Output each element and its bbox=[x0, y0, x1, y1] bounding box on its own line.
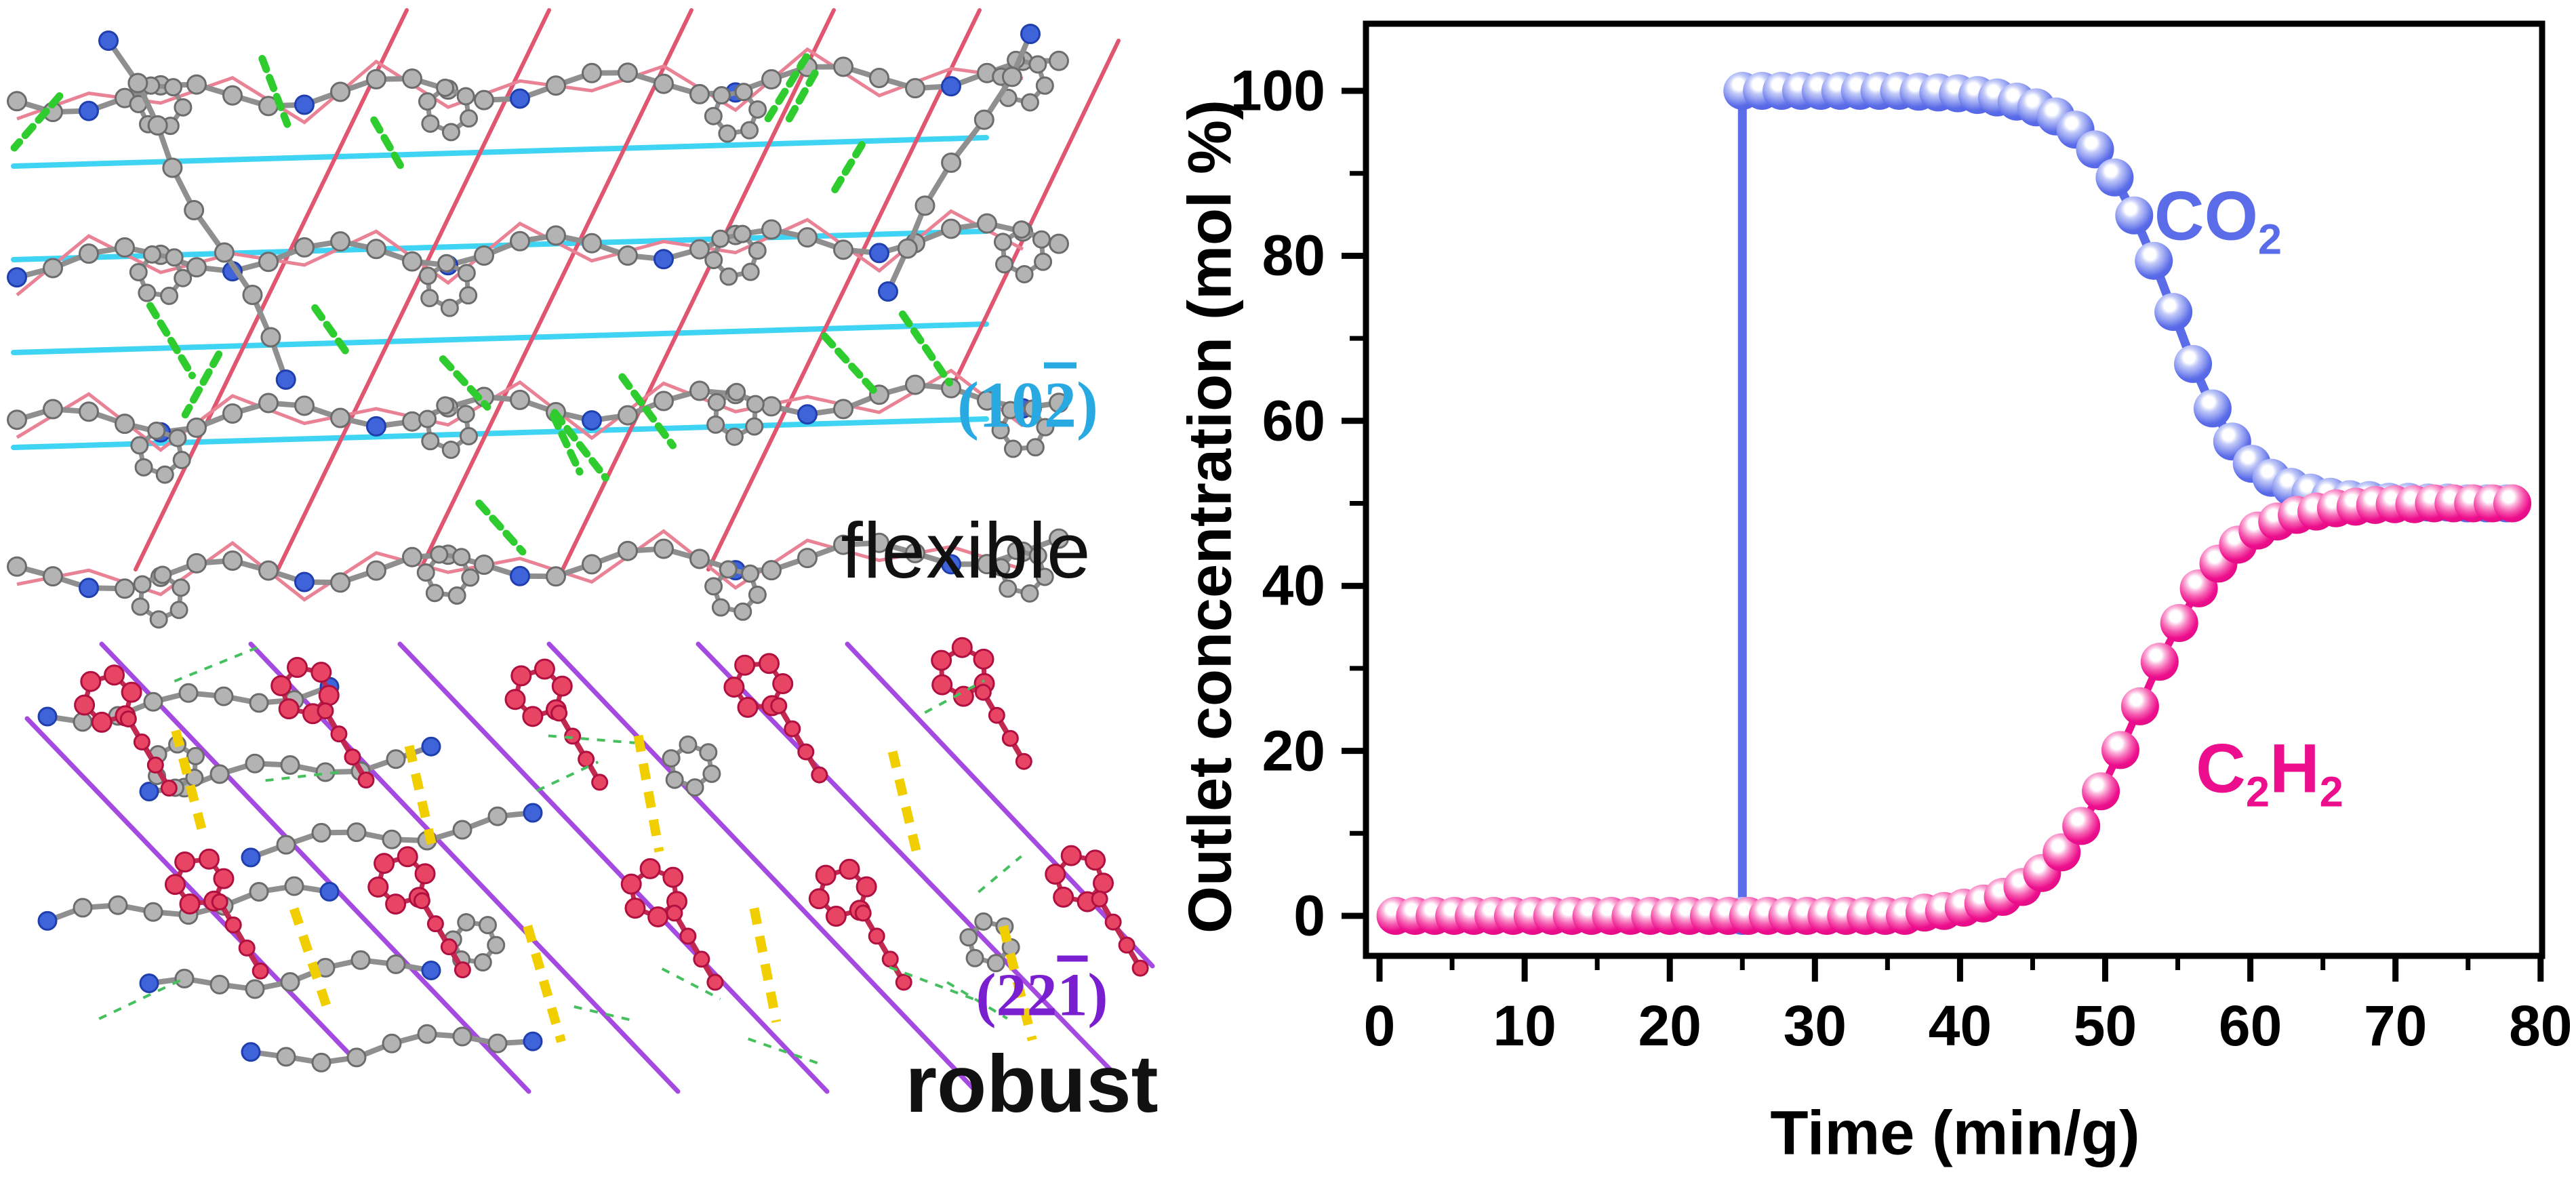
data-point bbox=[2154, 293, 2193, 332]
data-point bbox=[2095, 158, 2134, 197]
flexible-structure bbox=[7, 8, 1121, 629]
robust-structure bbox=[24, 637, 1155, 1094]
miller-barred-digit: 2 bbox=[1044, 368, 1076, 441]
data-point bbox=[2140, 643, 2179, 681]
data-point bbox=[2160, 603, 2198, 642]
x-axis-title: Time (min/g) bbox=[1770, 1098, 2140, 1168]
c2h2-label-2a: 2 bbox=[2245, 768, 2270, 816]
data-point bbox=[2115, 196, 2154, 235]
data-point bbox=[2135, 241, 2173, 280]
c2h2-series-label: C2H2 bbox=[2196, 729, 2343, 816]
data-point bbox=[2493, 484, 2532, 523]
miller-post: ) bbox=[1076, 368, 1098, 441]
data-point bbox=[2082, 772, 2120, 811]
c2h2-label-c: C bbox=[2196, 729, 2246, 807]
c2h2-series bbox=[1376, 484, 2532, 935]
miller-index-flexible: (102) bbox=[957, 367, 1098, 443]
c2h2-label-2b: 2 bbox=[2319, 768, 2343, 816]
y-axis-title: Outlet concentration (mol %) bbox=[1176, 99, 1245, 934]
miller-barred-digit: 1 bbox=[1057, 961, 1088, 1029]
co2-label-sub: 2 bbox=[2257, 216, 2282, 264]
co2-series-label: CO2 bbox=[2154, 176, 2282, 264]
miller-post: ) bbox=[1087, 961, 1108, 1029]
c2h2-label-h: H bbox=[2270, 729, 2320, 807]
miller-pre: (22 bbox=[975, 961, 1058, 1029]
data-point bbox=[2062, 807, 2101, 845]
data-point bbox=[2076, 130, 2114, 169]
caption-robust: robust bbox=[905, 1039, 1159, 1129]
breakthrough-chart bbox=[1342, 20, 2545, 982]
data-point bbox=[2120, 687, 2159, 725]
data-point bbox=[2101, 731, 2139, 769]
plot-frame bbox=[1363, 20, 2545, 959]
data-point bbox=[2193, 389, 2232, 428]
caption-flexible: flexible bbox=[841, 506, 1091, 595]
data-point bbox=[2174, 344, 2213, 383]
data-point bbox=[2042, 833, 2081, 872]
miller-index-robust: (221) bbox=[976, 961, 1108, 1030]
miller-pre: (10 bbox=[957, 368, 1044, 441]
co2-label-main: CO bbox=[2154, 177, 2258, 255]
